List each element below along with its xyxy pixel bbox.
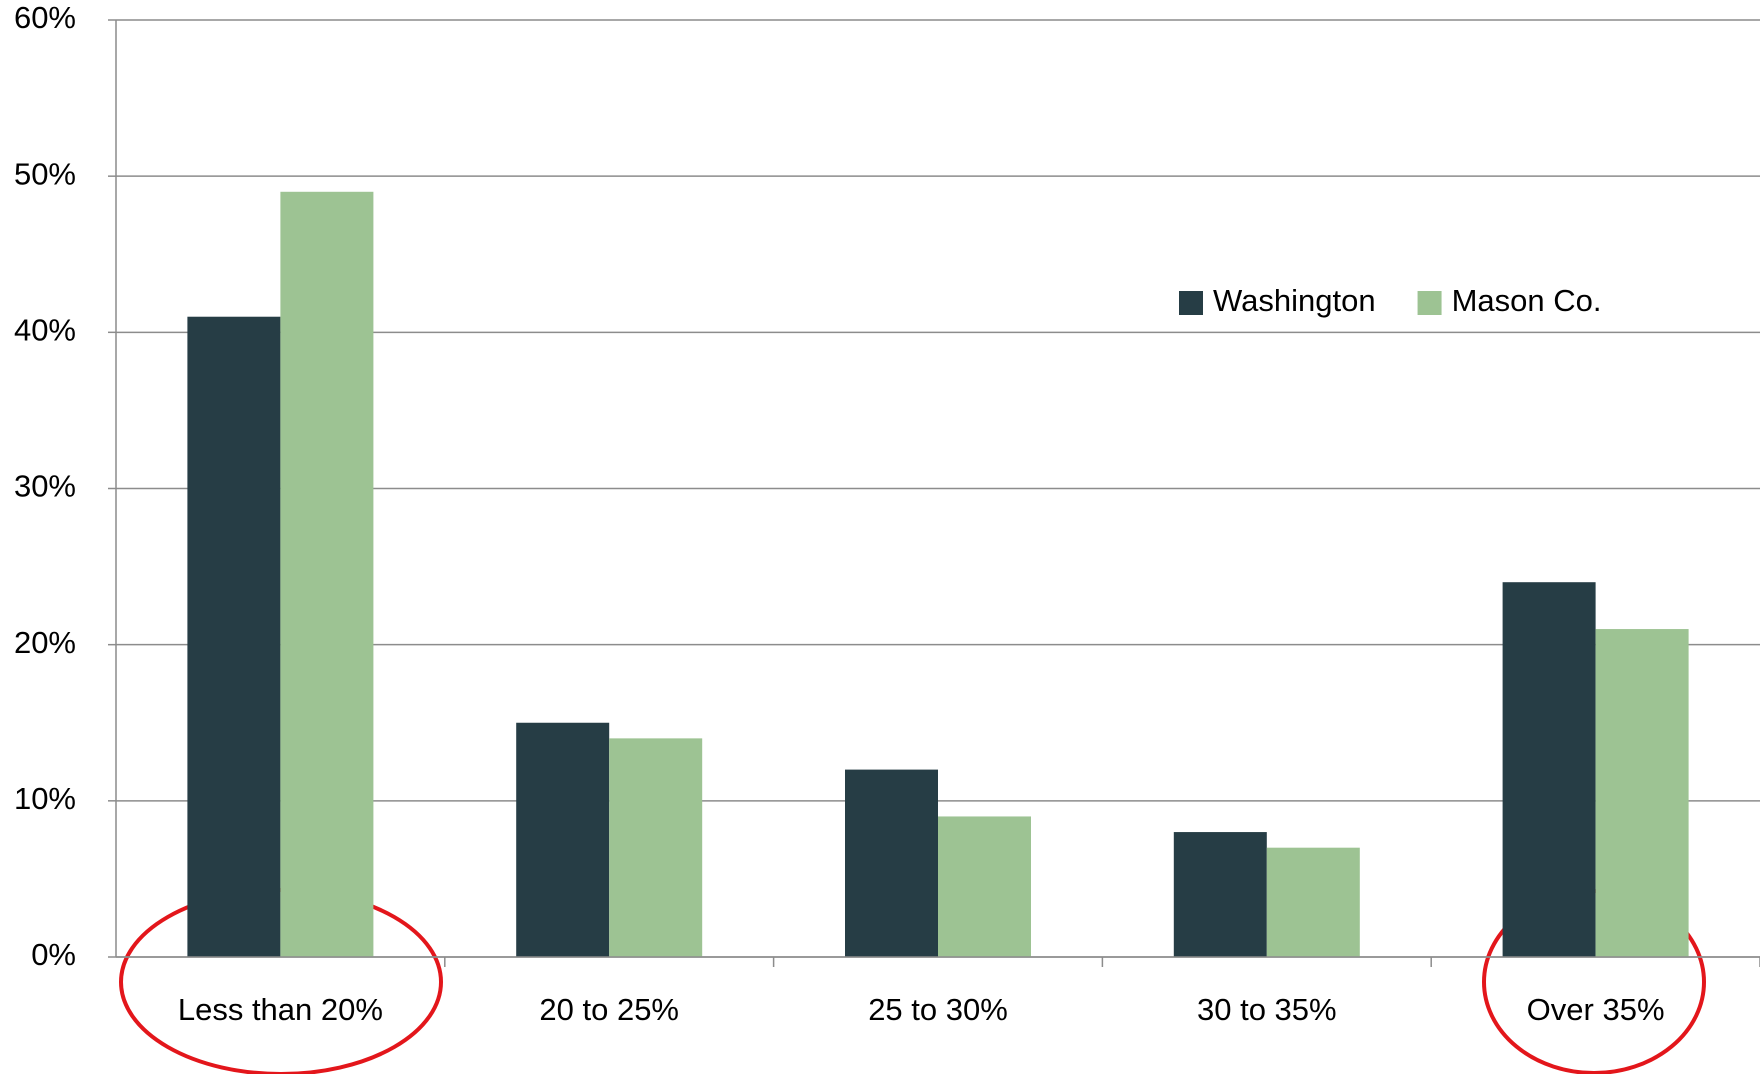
y-tick-label: 20% <box>14 625 76 660</box>
y-tick-label: 40% <box>14 313 76 348</box>
bar <box>280 191 374 958</box>
bar <box>187 316 281 957</box>
legend-swatch <box>1179 291 1203 315</box>
y-tick-label: 0% <box>31 937 76 972</box>
bar <box>1502 582 1596 957</box>
bar <box>1173 832 1267 957</box>
x-tick-label: Over 35% <box>1527 992 1665 1027</box>
bar <box>938 816 1031 957</box>
y-tick-label: 10% <box>14 781 76 816</box>
bar <box>1595 629 1689 957</box>
y-tick-label: 60% <box>14 0 76 35</box>
legend-label: Mason Co. <box>1452 283 1602 318</box>
y-tick-label: 50% <box>14 156 76 191</box>
bar <box>609 738 703 957</box>
legend-label: Washington <box>1213 283 1376 318</box>
legend-swatch <box>1417 291 1442 315</box>
bar <box>1266 847 1360 957</box>
x-tick-label: Less than 20% <box>178 992 383 1027</box>
y-tick-label: 30% <box>14 469 76 504</box>
bar <box>516 722 610 957</box>
x-tick-label: 25 to 30% <box>868 992 1008 1027</box>
bar <box>845 769 938 957</box>
x-tick-label: 20 to 25% <box>539 992 679 1027</box>
x-tick-label: 30 to 35% <box>1197 992 1337 1027</box>
